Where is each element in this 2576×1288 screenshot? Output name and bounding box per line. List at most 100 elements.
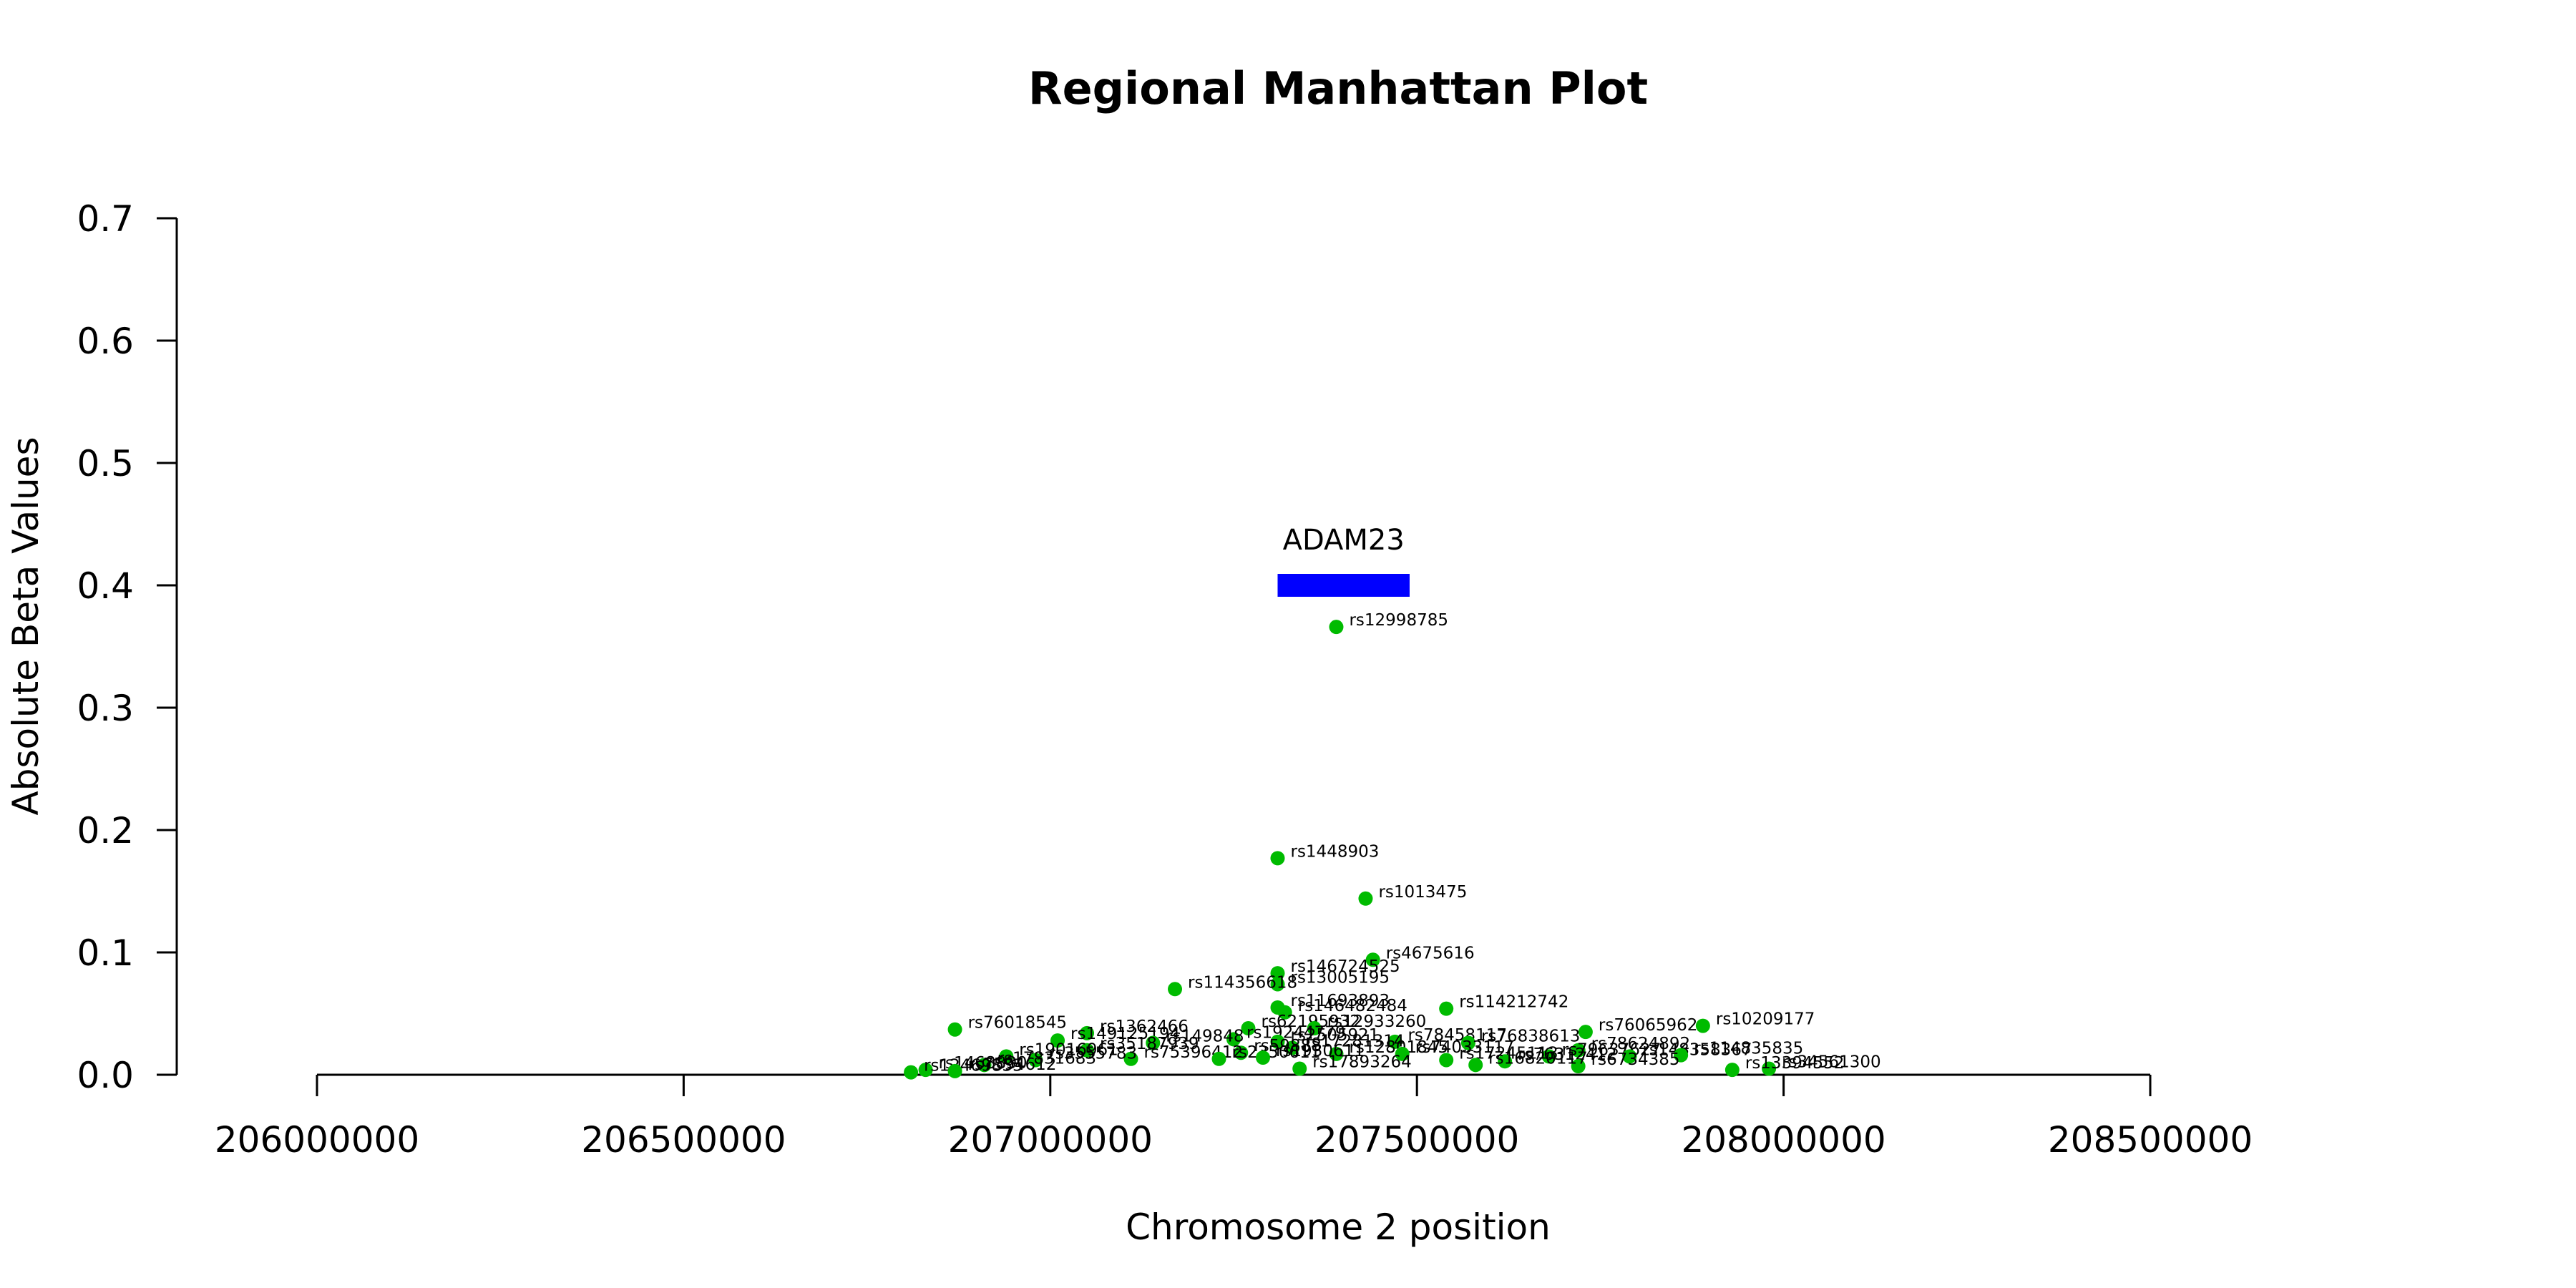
snp-point [1168, 982, 1183, 997]
snp-point [1395, 1046, 1410, 1061]
snp-point [1050, 1033, 1065, 1048]
snp-label: rs17831683 [997, 1049, 1097, 1068]
x-tick-label: 206500000 [581, 1119, 786, 1161]
snp-label: rs1930611 [1276, 1042, 1365, 1060]
snp-point [918, 1063, 933, 1078]
snp-label: rs16820117 [1488, 1049, 1588, 1068]
snp-label: rs75396412 [1144, 1043, 1244, 1062]
snp-label: rs10209177 [1716, 1010, 1815, 1029]
snp-label: rs76838613 [1481, 1028, 1581, 1046]
snp-label: rs13005195 [1290, 968, 1390, 987]
snp-label: rs17893264 [1312, 1053, 1412, 1071]
y-tick-label: 0.6 [77, 321, 134, 362]
snp-point [1622, 1049, 1637, 1064]
snp-point [1498, 1054, 1513, 1069]
snp-label: rs12998785 [1349, 611, 1448, 630]
snp-label: rs114835835 [1694, 1040, 1803, 1058]
snp-point [1724, 1063, 1740, 1078]
snp-point [1241, 1021, 1256, 1036]
snp-point [1226, 1032, 1241, 1047]
snp-point [1255, 1050, 1270, 1065]
snp-point [1329, 620, 1344, 635]
chart-title: Regional Manhattan Plot [1028, 62, 1648, 114]
snp-point [1571, 1043, 1586, 1058]
data-points: rs12998785rs1448903rs1013475rs4675616rs1… [904, 611, 1881, 1080]
snp-label: rs146482484 [1298, 997, 1407, 1015]
snp-label: rs6734385 [1591, 1050, 1680, 1069]
y-axis: 0.0 0.1 0.2 0.3 0.4 0.5 0.6 0.7 [77, 198, 178, 1096]
snp-label: rs3555783 [1048, 1044, 1137, 1063]
snp-label: rs12469855 [924, 1057, 1023, 1075]
snp-point [1234, 1045, 1249, 1060]
snp-point [1329, 1046, 1344, 1061]
snp-point [947, 1022, 962, 1037]
snp-point [999, 1049, 1014, 1064]
x-axis: 206000000 206500000 207000000 207500000 2080… [215, 1073, 2253, 1161]
snp-point [1270, 851, 1285, 866]
snp-label: rs11693893 [1290, 992, 1390, 1010]
snp-point [1270, 966, 1285, 981]
snp-point [1365, 952, 1380, 967]
snp-label: rs1448903 [1290, 842, 1379, 861]
snp-label: rs78458117 [1407, 1026, 1507, 1045]
y-axis-label: Absolute Beta Values [5, 437, 47, 816]
x-tick-label: 206000000 [215, 1119, 419, 1161]
snp-point [1080, 1043, 1095, 1058]
snp-point [1762, 1061, 1777, 1076]
snp-point [1387, 1034, 1402, 1049]
snp-label: rs76065962 [1599, 1016, 1698, 1035]
snp-label: rs76312412 [1518, 1045, 1617, 1064]
snp-label: rs17281314 [1305, 1032, 1405, 1050]
snp-point [1270, 977, 1285, 992]
snp-label: rs2505921 [1290, 1026, 1379, 1045]
y-tick-label: 0.7 [77, 198, 134, 240]
snp-point [1277, 1005, 1292, 1020]
x-tick-label: 207500000 [1314, 1119, 1519, 1161]
snp-point [977, 1058, 992, 1073]
snp-label: rs114212742 [1459, 993, 1568, 1012]
snp-point [1211, 1051, 1226, 1066]
snp-point [947, 1063, 962, 1078]
snp-label: rs146724525 [1290, 957, 1400, 976]
x-tick-label: 208000000 [1681, 1119, 1885, 1161]
x-axis-label: Chromosome 2 position [1126, 1206, 1551, 1248]
snp-label: rs149848 [1166, 1028, 1244, 1046]
snp-point [1439, 1053, 1454, 1068]
gene-bar-adam23 [1277, 574, 1410, 597]
snp-point [1695, 1018, 1710, 1033]
y-tick-label: 0.0 [77, 1055, 134, 1096]
snp-label: rs13394552 [1745, 1054, 1845, 1073]
snp-point [1439, 1001, 1454, 1016]
snp-point [1468, 1058, 1483, 1073]
snp-point [1028, 1053, 1043, 1068]
snp-label: rs2350611 [1232, 1043, 1321, 1062]
snp-point [1541, 1049, 1556, 1064]
x-tick-label: 208500000 [2048, 1119, 2253, 1161]
gene-track: ADAM23 [1277, 524, 1410, 597]
y-tick-label: 0.5 [77, 443, 134, 484]
gene-label: ADAM23 [1283, 524, 1405, 557]
snp-point [1284, 1040, 1299, 1055]
snp-label: rs149125194 [1070, 1025, 1180, 1043]
y-tick-label: 0.2 [77, 810, 134, 852]
snp-point [1292, 1061, 1307, 1076]
snp-label: rs1013475 [1378, 883, 1467, 902]
snp-point [1460, 1035, 1475, 1050]
snp-label: rs35187939 [1100, 1035, 1199, 1053]
snp-point [1146, 1035, 1161, 1050]
snp-label: rs74033117 [1415, 1038, 1515, 1057]
snp-label: rs12933260 [1327, 1013, 1427, 1031]
snp-point [1578, 1025, 1593, 1040]
snp-point [1270, 1034, 1285, 1049]
snp-label: rs148358367 [1642, 1040, 1752, 1059]
snp-label: rs4675616 [1386, 944, 1475, 962]
y-tick-label: 0.3 [77, 688, 134, 729]
snp-point [1358, 891, 1373, 906]
snp-point [1080, 1025, 1095, 1040]
snp-label: rs1362466 [1100, 1018, 1189, 1036]
snp-point [1123, 1051, 1138, 1066]
y-tick-label: 0.4 [77, 565, 134, 607]
snp-label: rs78624892 [1591, 1035, 1691, 1053]
snp-label: rs34561300 [1782, 1053, 1881, 1071]
